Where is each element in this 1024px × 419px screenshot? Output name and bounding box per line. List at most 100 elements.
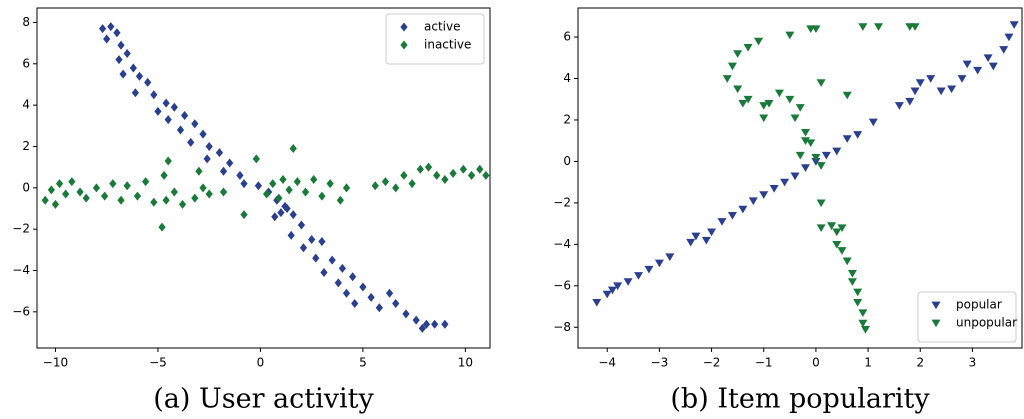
- point: [811, 25, 821, 34]
- y-tick-label: 0: [22, 180, 30, 194]
- point: [827, 222, 837, 230]
- point: [187, 137, 195, 147]
- point: [905, 97, 915, 106]
- point: [342, 183, 351, 193]
- point: [847, 278, 857, 286]
- point: [910, 23, 920, 31]
- point: [275, 193, 283, 203]
- point: [962, 60, 972, 69]
- point: [738, 99, 748, 108]
- plot-frame: [36, 7, 491, 349]
- point: [816, 162, 826, 170]
- point: [754, 37, 764, 46]
- point: [785, 95, 795, 104]
- point: [476, 164, 484, 174]
- point: [219, 166, 228, 176]
- point: [92, 183, 101, 193]
- caption: (a) User activity: [153, 384, 374, 415]
- x-tick-label: 2: [916, 356, 924, 370]
- point: [853, 131, 863, 139]
- x-tick-label: −2: [703, 356, 721, 370]
- point: [191, 193, 199, 203]
- point: [318, 191, 326, 201]
- point: [170, 102, 178, 112]
- y-tick-label: −6: [12, 304, 30, 318]
- point: [858, 309, 868, 318]
- point: [837, 247, 847, 255]
- point: [342, 288, 351, 298]
- point: [293, 177, 301, 187]
- point: [837, 224, 847, 233]
- point: [195, 166, 203, 176]
- point: [988, 62, 998, 71]
- point: [164, 115, 172, 125]
- point: [412, 315, 420, 325]
- point: [842, 135, 852, 143]
- point: [392, 183, 400, 193]
- point: [133, 191, 142, 201]
- point: [821, 151, 831, 160]
- point: [215, 148, 224, 158]
- point: [400, 170, 408, 180]
- point: [983, 54, 993, 63]
- x-tick-label: 1: [864, 356, 872, 370]
- x-tick-label: 5: [359, 356, 367, 370]
- point: [482, 170, 490, 180]
- y-tick-label: −4: [553, 237, 571, 251]
- point: [113, 28, 121, 38]
- point: [748, 197, 758, 206]
- y-tick-label: 4: [22, 98, 30, 112]
- point: [176, 125, 185, 135]
- point: [162, 195, 170, 205]
- point: [312, 253, 320, 263]
- point: [351, 299, 359, 309]
- point: [832, 228, 842, 237]
- x-tick-label: 0: [812, 356, 820, 370]
- point: [774, 89, 784, 98]
- point: [205, 189, 213, 199]
- point: [359, 282, 367, 292]
- point: [47, 185, 55, 195]
- point: [847, 269, 857, 278]
- legend-label: inactive: [424, 38, 471, 52]
- point: [392, 299, 400, 309]
- point: [402, 309, 410, 319]
- point: [51, 199, 60, 209]
- point: [926, 75, 936, 83]
- legend-label: active: [424, 20, 460, 34]
- legend-marker: [400, 40, 408, 50]
- x-tick-label: −4: [598, 356, 616, 370]
- point: [832, 240, 842, 249]
- point: [408, 179, 416, 189]
- point: [665, 253, 675, 262]
- point: [226, 158, 234, 168]
- point: [101, 191, 109, 201]
- point: [191, 119, 199, 129]
- point: [299, 243, 308, 253]
- point: [349, 272, 357, 282]
- point: [459, 164, 467, 174]
- point: [170, 187, 178, 197]
- point: [154, 106, 162, 116]
- y-tick-label: 2: [22, 139, 30, 153]
- point: [180, 110, 189, 120]
- point: [743, 95, 753, 104]
- point: [381, 177, 390, 187]
- legend-label: unpopular: [956, 316, 1017, 330]
- point: [334, 278, 342, 288]
- point: [119, 69, 127, 79]
- point: [297, 220, 306, 230]
- point: [236, 170, 244, 180]
- point: [592, 299, 602, 307]
- point: [769, 184, 779, 193]
- point: [790, 172, 800, 181]
- point: [115, 55, 123, 65]
- point: [853, 299, 863, 307]
- x-tick-label: 10: [458, 356, 473, 370]
- point: [806, 139, 816, 148]
- point: [691, 232, 701, 241]
- point: [433, 170, 441, 180]
- point: [205, 141, 213, 151]
- point: [271, 212, 279, 222]
